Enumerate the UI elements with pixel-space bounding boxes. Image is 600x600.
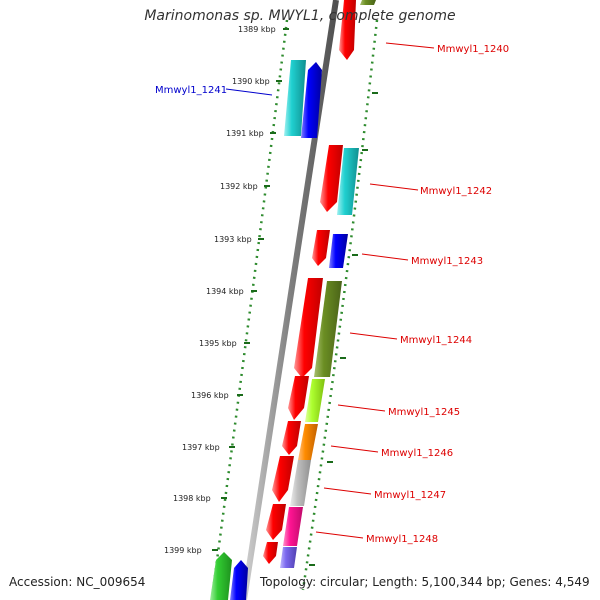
tick-label: 1398 kbp <box>173 494 211 503</box>
topology-summary: Topology: circular; Length: 5,100,344 bp… <box>260 575 590 589</box>
gene-arrow-1241-cyan <box>284 60 306 136</box>
gene-arrow-1247-grey <box>290 460 311 506</box>
gene-arrow-1242-cyan <box>337 148 359 215</box>
gene-label[interactable]: Mmwyl1_1242 <box>420 186 492 197</box>
gene-arrow-bottom-red <box>263 542 278 564</box>
gene-arrow-1248-red <box>266 504 286 540</box>
gene-arrow-bottom-green <box>210 552 232 600</box>
gene-arrow-1244-olive <box>314 281 342 377</box>
gene-label[interactable]: Mmwyl1_1240 <box>437 44 509 55</box>
gene-label[interactable]: Mmwyl1_1248 <box>366 534 438 545</box>
gene-label[interactable]: Mmwyl1_1246 <box>381 448 453 459</box>
gene-arrow-1247-red <box>272 456 294 502</box>
tick-label: 1393 kbp <box>214 235 252 244</box>
gene-arrow-1245-red <box>288 376 309 420</box>
tick-label: 1391 kbp <box>226 129 264 138</box>
tick-label: 1392 kbp <box>220 182 258 191</box>
gene-label[interactable]: Mmwyl1_1243 <box>411 256 483 267</box>
gene-arrow-1244-red <box>294 278 323 378</box>
gene-arrow-bottom-blue <box>230 560 248 600</box>
map-title: Marinomonas sp. MWYL1, complete genome <box>144 8 456 24</box>
gene-label[interactable]: Mmwyl1_1245 <box>388 407 460 418</box>
gene-label[interactable]: Mmwyl1_1241 <box>155 85 227 96</box>
gene-arrow-1245-lime <box>305 379 325 422</box>
tick-label: 1390 kbp <box>232 77 270 86</box>
tick-label: 1395 kbp <box>199 339 237 348</box>
label-connectors <box>225 42 435 539</box>
tick-label: 1396 kbp <box>191 391 229 400</box>
gene-labels: Mmwyl1_1240 Mmwyl1_1241 Mmwyl1_1242 Mmwy… <box>155 44 509 545</box>
gene-arrow-1242-red <box>320 145 343 212</box>
genome-backbone <box>241 0 339 600</box>
tick-label: 1389 kbp <box>238 25 276 34</box>
gene-features <box>210 0 376 600</box>
gene-arrow-1243-blue <box>329 234 348 268</box>
tick-label: 1394 kbp <box>206 287 244 296</box>
gene-arrow-1248-pink <box>283 507 303 546</box>
gene-arrow-1243-red <box>312 230 330 266</box>
gene-arrow-1246-orange <box>298 424 318 460</box>
gene-label[interactable]: Mmwyl1_1247 <box>374 490 446 501</box>
inner-tick-ring <box>301 19 379 591</box>
gene-arrow-1241-blue <box>301 62 322 138</box>
gene-arrow-1246-red <box>282 421 301 455</box>
gene-arrow-1240 <box>339 0 356 60</box>
tick-label: 1397 kbp <box>182 443 220 452</box>
tick-label: 1399 kbp <box>164 546 202 555</box>
tick-marks: 1389 kbp 1390 kbp 1391 kbp 1392 kbp 1393… <box>164 25 378 566</box>
gene-arrow-olive-top <box>360 0 376 5</box>
gene-label[interactable]: Mmwyl1_1244 <box>400 335 472 346</box>
outer-tick-ring <box>211 19 289 591</box>
gene-arrow-bottom-purple <box>280 547 297 568</box>
accession-text: Accession: NC_009654 <box>9 575 146 589</box>
